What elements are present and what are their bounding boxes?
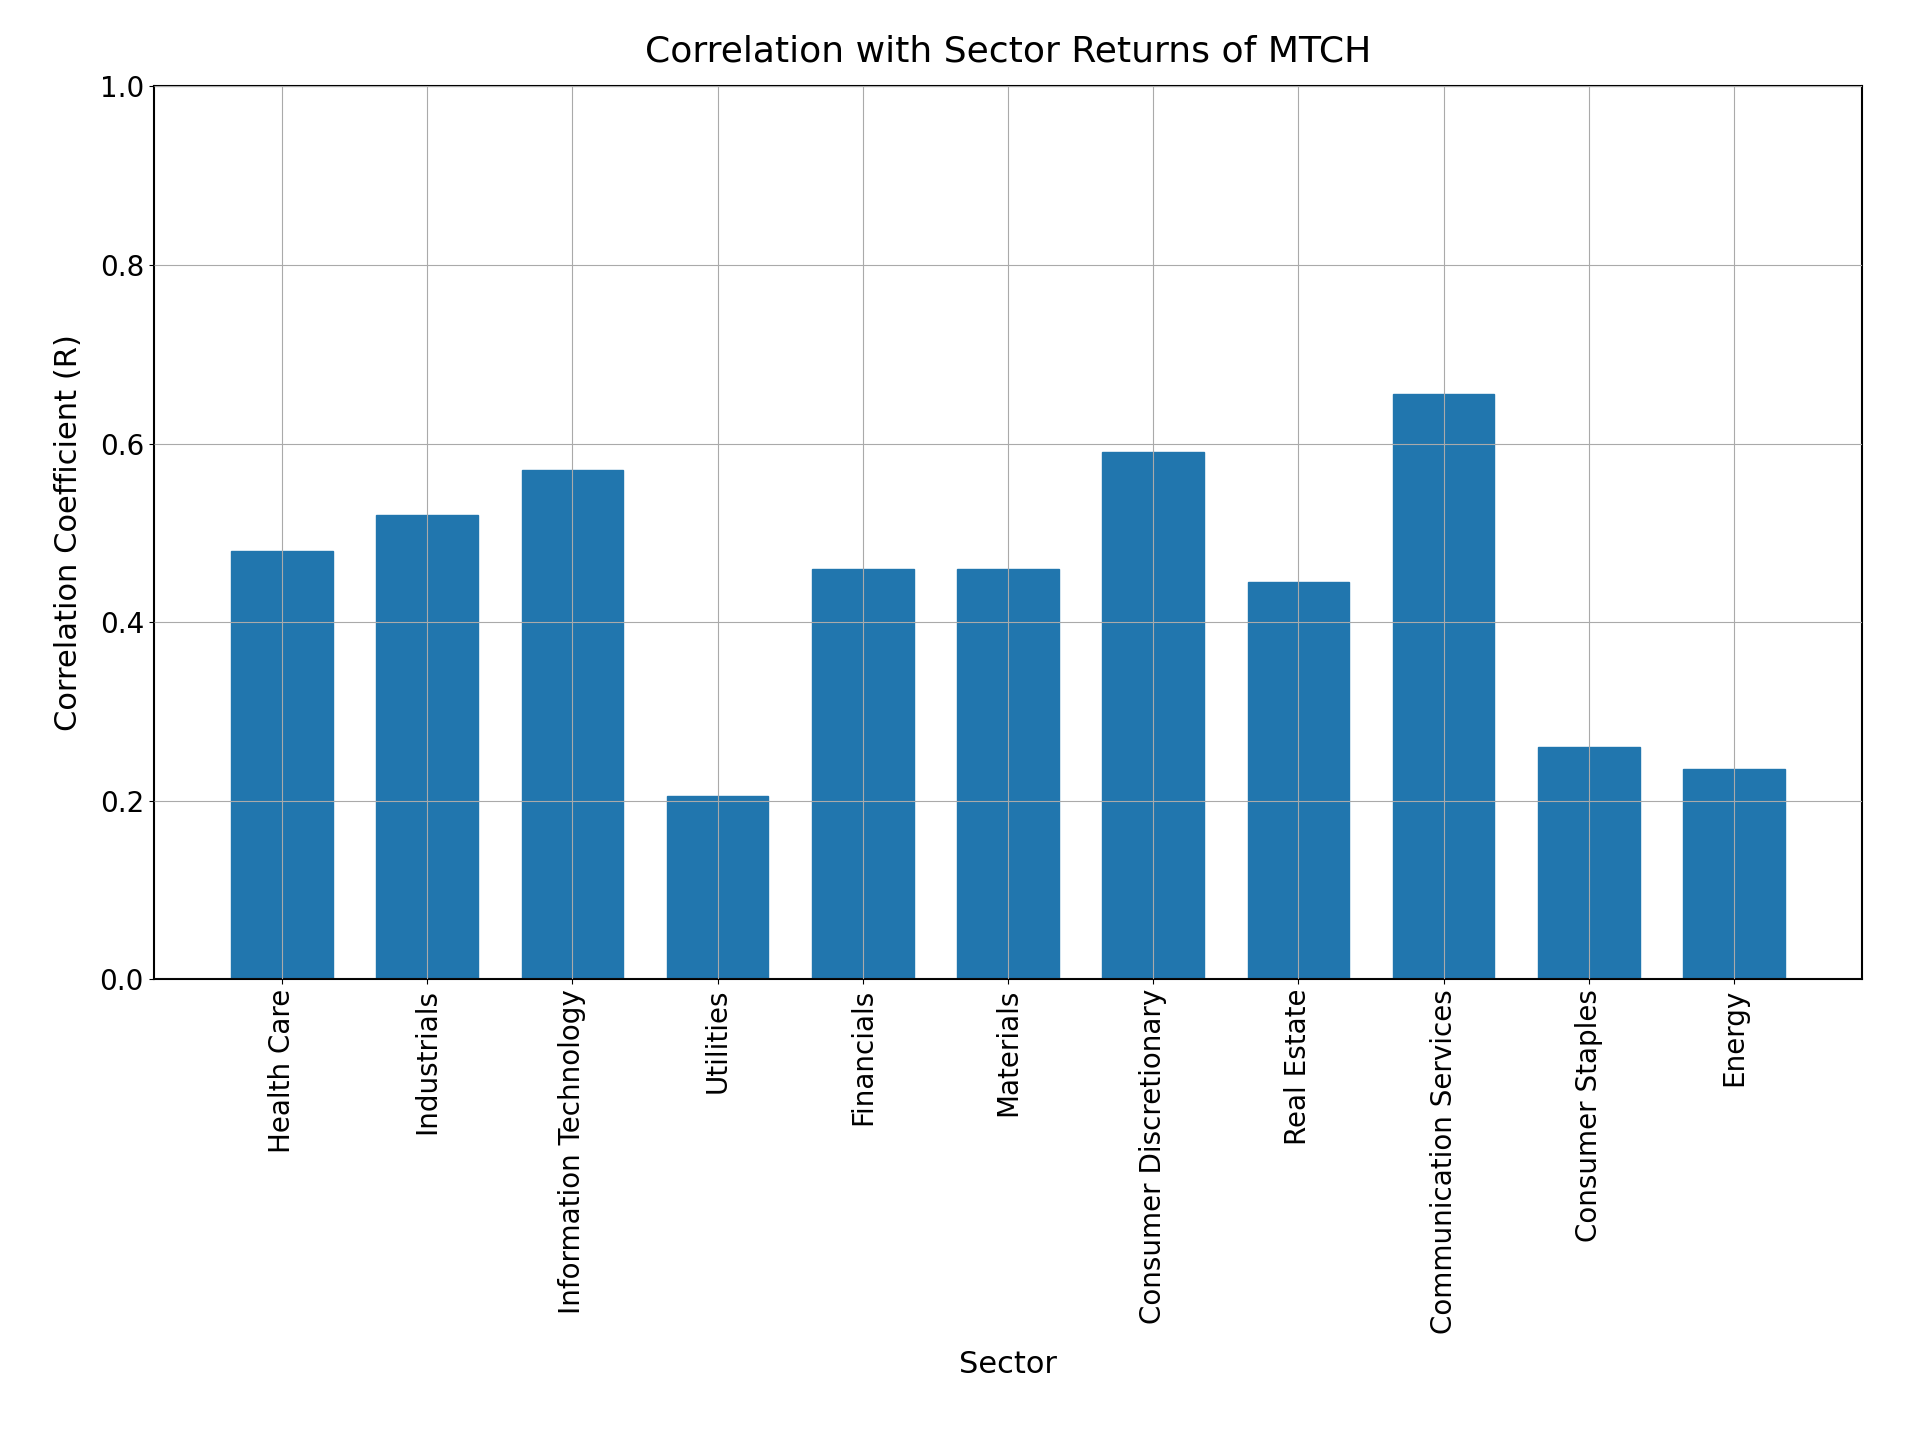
Bar: [1392, 395, 1494, 979]
Bar: [1684, 769, 1786, 979]
Bar: [522, 471, 624, 979]
Title: Correlation with Sector Returns of MTCH: Correlation with Sector Returns of MTCH: [645, 35, 1371, 68]
Bar: [230, 550, 332, 979]
Bar: [376, 516, 478, 979]
Bar: [1538, 747, 1640, 979]
Bar: [1102, 452, 1204, 979]
X-axis label: Sector: Sector: [958, 1351, 1058, 1380]
Bar: [1248, 582, 1350, 979]
Y-axis label: Correlation Coefficient (R): Correlation Coefficient (R): [54, 334, 83, 732]
Bar: [812, 569, 914, 979]
Bar: [958, 569, 1058, 979]
Bar: [666, 796, 768, 979]
